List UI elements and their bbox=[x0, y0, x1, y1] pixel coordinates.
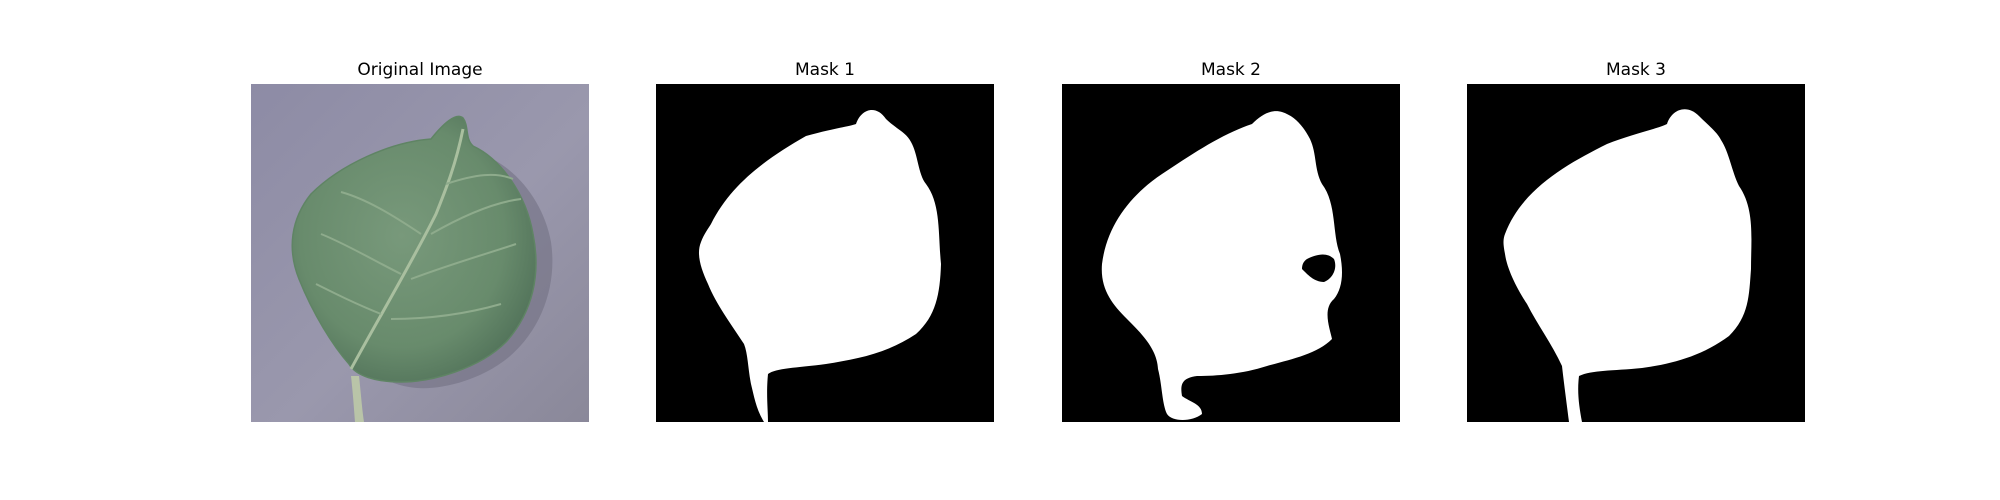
mask-2-title: Mask 2 bbox=[1200, 60, 1261, 80]
mask-3-panel bbox=[1467, 84, 1805, 422]
leaf-stem bbox=[351, 376, 364, 422]
original-image-title: Original Image bbox=[357, 60, 483, 80]
mask-3-title: Mask 3 bbox=[1605, 60, 1666, 80]
mask-1-title: Mask 1 bbox=[794, 60, 855, 80]
leaf-photo bbox=[251, 84, 589, 422]
mask-1 bbox=[656, 84, 994, 422]
mask-2-panel bbox=[1062, 84, 1400, 422]
original-image-panel bbox=[251, 84, 589, 422]
leaf bbox=[291, 115, 537, 383]
mask-2 bbox=[1062, 84, 1400, 422]
mask-1-panel bbox=[656, 84, 994, 422]
mask-3 bbox=[1467, 84, 1805, 422]
